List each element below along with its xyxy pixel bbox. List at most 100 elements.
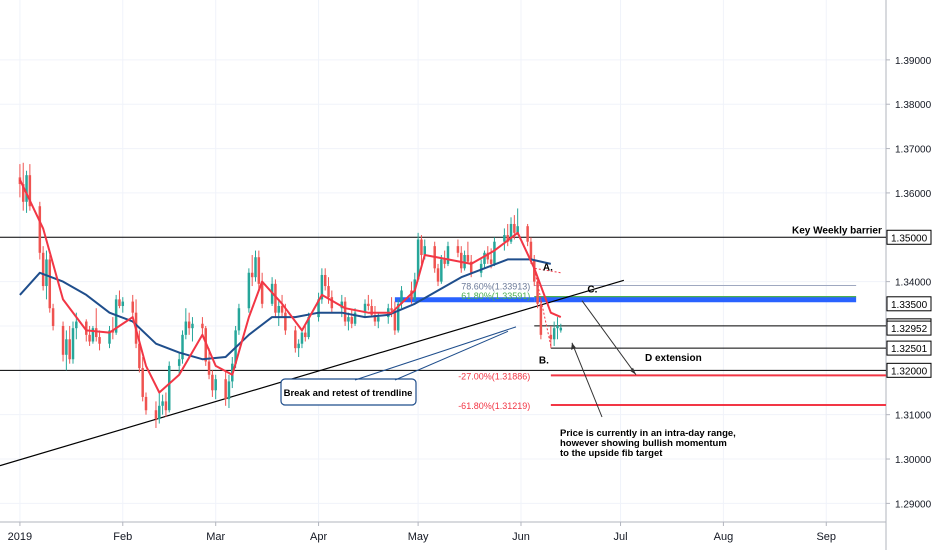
candle-body [539,303,543,335]
fib-786-label: 78.60%(1.33913) [461,281,530,291]
candle-body [48,259,52,309]
candle-body [466,255,470,262]
candle-body [138,343,141,369]
point-b-label: B. [539,355,549,366]
candle-body [45,259,48,287]
candle-body [187,321,191,329]
candle-body [347,317,350,322]
candle-body [377,317,380,322]
candle-body [254,257,257,278]
candle-body [400,290,403,304]
candle-body [25,175,28,202]
price-axis-label: 1.32000 [891,366,928,377]
candle-body [330,297,334,309]
candle-body [390,308,393,311]
candle-body [28,175,32,207]
candle-body [280,306,284,313]
candle-body [440,259,443,282]
fib-neg27-label: -27.00%(1.31886) [458,371,530,381]
price-axis-label: 1.32952 [891,324,928,335]
candle-body [191,323,194,329]
time-tick-label: Mar [206,531,225,543]
candle-body [51,308,55,326]
candle-body [549,334,553,340]
comment-arrowhead [571,342,576,350]
time-tick-label: Feb [113,531,132,543]
time-tick-label: Aug [714,531,734,543]
price-tick-label: 1.37000 [895,145,932,156]
candle-body [144,396,148,411]
candle-body [294,330,297,349]
time-tick-label: Jul [614,531,628,543]
price-axis-label: 1.33500 [891,300,928,311]
candle-body [237,308,241,331]
candle-body [21,184,25,202]
candle-body [164,401,168,411]
candle-body [489,259,493,264]
d-extension-label: D extension [645,353,702,364]
key-weekly-barrier-label: Key Weekly barrier [792,225,882,236]
candle-body [556,325,559,329]
candle-body [370,306,373,315]
candle-body [536,281,539,304]
price-axis-label-box [886,340,932,356]
candle-body [38,206,42,253]
candle-body [121,301,125,307]
candle-body [367,303,370,307]
candle-body [479,263,483,273]
fib-618-label: 61.80%(1.33591) [461,291,530,301]
candle-body [161,401,164,406]
candle-body [167,365,171,411]
break-retest-label: Break and retest of trendline [284,388,413,399]
candle-body [509,223,513,242]
candle-body [423,246,426,256]
candle-body [503,235,506,242]
candle-body [436,268,440,282]
time-tick-label: 2019 [8,531,32,543]
candle-body [493,241,496,264]
candle-body [350,317,353,324]
candle-body [224,379,227,400]
candle-body [516,226,519,233]
ema-slow-line [19,258,552,361]
candle-body [486,252,490,260]
candle-body [529,241,533,260]
candle-body [456,246,460,253]
candle-body [317,299,320,318]
candle-body [526,226,529,242]
time-tick-label: Apr [310,531,327,543]
candle-body [68,339,71,360]
price-tick-label: 1.29000 [895,499,932,510]
candle-body [343,301,347,322]
price-tick-label: 1.31000 [895,411,932,422]
candle-body [108,330,111,344]
candle-body [297,343,300,349]
candle-body [373,314,377,322]
candle-body [250,272,254,278]
candle-body [340,301,344,309]
candle-body [257,257,261,284]
price-tick-label: 1.38000 [895,100,932,111]
comment-line-2: however showing bullish momentum [560,438,727,449]
candle-body [460,252,463,269]
candle-body [227,381,231,400]
candle-body [85,321,88,335]
candle-body [469,261,473,273]
candle-body [323,274,327,287]
candle-body [416,239,420,280]
candle-body [443,259,446,264]
comment-arrow [571,342,603,418]
candle-body [61,325,65,355]
candle-body [94,328,98,338]
price-axis-label-box [886,229,932,245]
candle-body [154,410,158,420]
time-tick-label: Sep [816,531,836,543]
price-axis-label-box [886,362,932,378]
candle-body [181,334,184,360]
candle-body [247,272,251,309]
time-tick-label: May [408,531,429,543]
price-axis-label-box [886,296,932,312]
d-extension-arrow [581,300,637,376]
